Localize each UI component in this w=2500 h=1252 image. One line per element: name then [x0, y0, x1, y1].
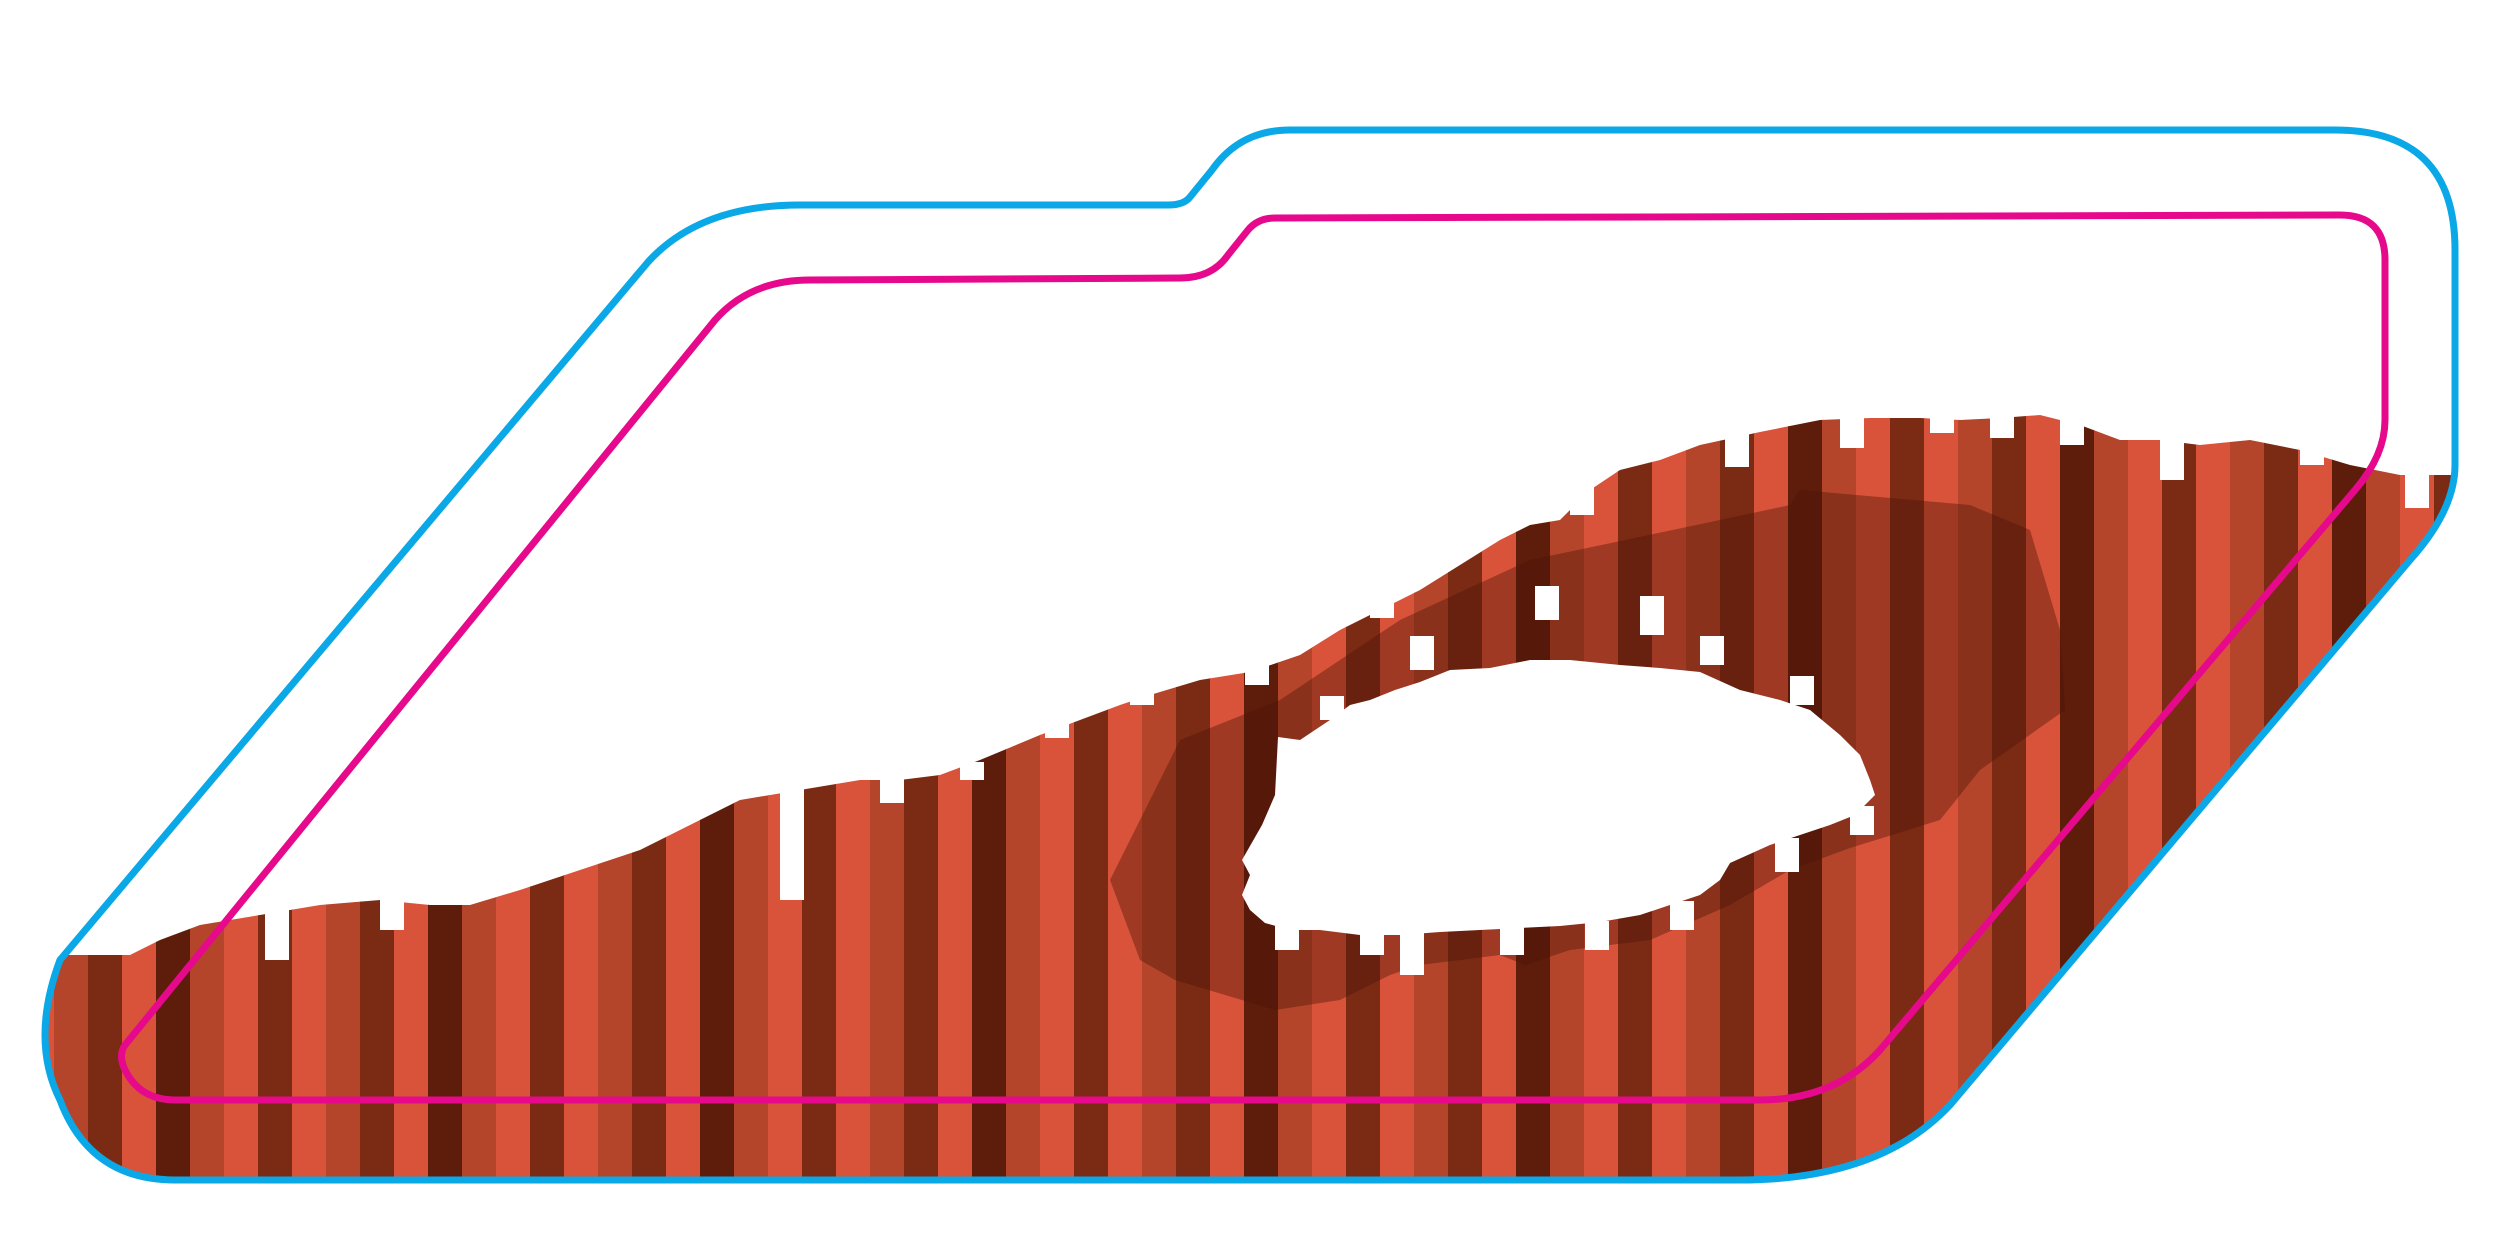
terrain-stripe	[360, 415, 395, 1180]
outer-folder-outline	[41, 126, 2459, 1184]
ridge-notch	[1130, 682, 1154, 705]
terrain-stripe	[496, 415, 531, 1180]
hole-notch	[1275, 926, 1299, 950]
hole-notch	[1700, 636, 1724, 665]
terrain-stripe	[258, 415, 293, 1180]
terrain-stripe	[2026, 415, 2061, 1180]
terrain-stripe	[598, 415, 633, 1180]
terrain-stripe	[700, 415, 735, 1180]
terrain-stripe	[224, 415, 259, 1180]
hole-notch	[1320, 696, 1344, 720]
terrain-stripe	[2162, 415, 2197, 1180]
terrain-stripe	[326, 415, 361, 1180]
ridge-notch	[1930, 410, 1954, 433]
terrain-stripe	[2264, 415, 2299, 1180]
hole-notch	[1670, 901, 1694, 930]
ridge-notch	[2160, 432, 2184, 480]
terrain-stripe	[1006, 415, 1041, 1180]
ridge-notch	[1725, 429, 1749, 467]
terrain-stripe	[1040, 415, 1075, 1180]
ridge-notch	[1570, 472, 1594, 515]
terrain-stripe	[88, 415, 123, 1180]
ridge-notch	[2405, 465, 2429, 508]
ridge-notch	[1990, 410, 2014, 438]
terrain-stripe	[45, 415, 55, 1180]
ridge-notch	[1370, 590, 1394, 618]
hole-notch	[1215, 594, 1239, 618]
terrain-stripe	[2094, 415, 2129, 1180]
ridge-notch	[1045, 715, 1069, 738]
terrain-stripe	[2298, 415, 2333, 1180]
terrain-stripe	[2230, 415, 2265, 1180]
terrain-stripe	[1890, 415, 1925, 1180]
hole-notch	[1585, 921, 1609, 950]
ridge-notch	[780, 782, 804, 900]
hole-notch	[1400, 931, 1424, 975]
terrain-stripe	[1924, 415, 1959, 1180]
hole-notch	[1500, 926, 1524, 955]
ridge-notch	[880, 770, 904, 803]
terrain-stripe	[904, 415, 939, 1180]
terrain-stripe	[2128, 415, 2163, 1180]
terrain-stripe	[1992, 415, 2027, 1180]
terrain-stripe	[2196, 415, 2231, 1180]
terrain-stripe	[666, 415, 701, 1180]
inner-folder-outline	[118, 211, 2389, 1104]
hole-notch	[1360, 931, 1384, 955]
terrain-stripe	[156, 415, 191, 1180]
hole-notch	[1850, 806, 1874, 835]
ridge-notch	[2060, 412, 2084, 445]
ridge-notch	[2300, 437, 2324, 465]
hole-notch	[1775, 838, 1799, 872]
terrain-stripe	[972, 415, 1007, 1180]
hole-notch	[1410, 636, 1434, 670]
terrain-stripe	[734, 415, 769, 1180]
terrain-stripe	[1074, 415, 1109, 1180]
terrain-stripe	[802, 415, 837, 1180]
terrain-stripe	[2468, 380, 2500, 1220]
ridge-notch	[380, 892, 404, 930]
hole-notch	[1640, 596, 1664, 635]
terrain-stripe	[632, 415, 667, 1180]
terrain-stripe	[836, 415, 871, 1180]
terrain-stripe	[938, 415, 973, 1180]
terrain-stripe	[1958, 415, 1993, 1180]
terrain-hole	[1242, 660, 1875, 935]
terrain-layer	[45, 380, 2500, 1220]
ridge-notch	[265, 897, 289, 960]
terrain-stripe	[394, 415, 429, 1180]
ridge-notch	[1840, 410, 1864, 448]
ridge-notch	[960, 762, 984, 780]
terrain-stripe	[2366, 415, 2401, 1180]
hole-notch-group	[1215, 586, 1874, 975]
hole-notch	[1535, 586, 1559, 620]
terrain-stripe	[2434, 415, 2455, 1180]
terrain-stripe	[462, 415, 497, 1180]
ridge-notch	[1245, 657, 1269, 685]
terrain-stripe	[1108, 415, 1143, 1180]
terrain-stripe	[564, 415, 599, 1180]
hole-notch	[1790, 676, 1814, 705]
